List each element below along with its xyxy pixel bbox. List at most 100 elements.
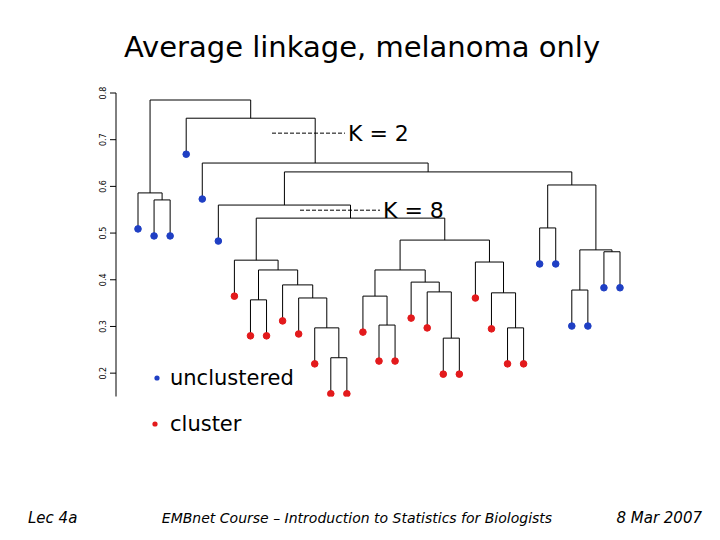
y-axis bbox=[116, 93, 117, 397]
branch bbox=[258, 270, 259, 300]
leaf bbox=[247, 333, 254, 340]
leaf-branch bbox=[298, 298, 299, 334]
leaf bbox=[552, 261, 559, 268]
y-tick bbox=[110, 279, 116, 280]
leaf bbox=[520, 361, 527, 368]
leaf-branch bbox=[330, 358, 331, 394]
branch bbox=[400, 240, 401, 270]
leaf bbox=[408, 315, 415, 322]
branch bbox=[150, 100, 151, 193]
branch bbox=[571, 172, 572, 185]
y-tick bbox=[110, 93, 116, 94]
leaf bbox=[536, 261, 543, 268]
leaf bbox=[295, 331, 302, 338]
leaf bbox=[488, 326, 495, 333]
branch bbox=[284, 172, 285, 205]
branch bbox=[428, 163, 429, 172]
footer-left: Lec 4a bbox=[28, 509, 77, 527]
branch bbox=[515, 293, 516, 328]
leaf-branch bbox=[443, 338, 444, 374]
leaf bbox=[617, 284, 624, 291]
leaf bbox=[215, 238, 222, 245]
leaf bbox=[424, 325, 431, 332]
leaf-branch bbox=[282, 285, 283, 321]
leaf bbox=[376, 358, 383, 365]
y-tick-label: 0.6 bbox=[99, 180, 108, 193]
leaf bbox=[440, 371, 447, 378]
leaf-branch bbox=[362, 296, 363, 332]
leaf-branch bbox=[571, 290, 572, 326]
leaf bbox=[199, 196, 206, 203]
title: Average linkage, melanoma only bbox=[124, 30, 600, 64]
leaf bbox=[151, 233, 158, 240]
leaf-branch bbox=[507, 328, 508, 364]
leaf bbox=[167, 233, 174, 240]
branch bbox=[315, 118, 316, 163]
y-tick bbox=[110, 139, 116, 140]
leaf bbox=[135, 226, 142, 233]
leaf-branch bbox=[475, 262, 476, 298]
y-tick-label: 0.4 bbox=[99, 273, 108, 286]
branch bbox=[444, 218, 445, 240]
leaf-branch bbox=[154, 200, 155, 236]
branch bbox=[312, 285, 313, 298]
leaf bbox=[311, 361, 318, 368]
branch bbox=[595, 185, 596, 250]
cut-line bbox=[272, 133, 345, 134]
slide: Average linkage, melanoma only0.20.30.40… bbox=[0, 0, 720, 540]
leaf-branch bbox=[603, 252, 604, 288]
branch bbox=[278, 260, 279, 270]
leaf-branch bbox=[523, 328, 524, 364]
branch bbox=[338, 328, 339, 358]
branch bbox=[350, 205, 351, 218]
leaf-branch bbox=[346, 358, 347, 394]
leaf-branch bbox=[138, 193, 139, 229]
branch bbox=[579, 250, 580, 290]
branch bbox=[297, 270, 298, 285]
leaf-branch bbox=[218, 205, 219, 241]
leaf bbox=[504, 361, 511, 368]
leaf-branch bbox=[555, 228, 556, 264]
leaf bbox=[328, 390, 335, 396]
y-tick-label: 0.5 bbox=[99, 227, 108, 240]
leaf-branch bbox=[491, 293, 492, 329]
leaf-branch bbox=[234, 260, 235, 296]
branch bbox=[250, 100, 251, 118]
leaf bbox=[601, 284, 608, 291]
leaf-branch bbox=[395, 325, 396, 361]
leaf bbox=[279, 318, 286, 325]
branch bbox=[439, 282, 440, 292]
legend-label: unclustered bbox=[170, 366, 294, 390]
branch bbox=[387, 296, 388, 325]
y-tick bbox=[110, 186, 116, 187]
leaf-branch bbox=[379, 325, 380, 361]
leaf-branch bbox=[250, 300, 251, 336]
leaf bbox=[585, 323, 592, 330]
leaf-branch bbox=[587, 290, 588, 326]
y-tick-label: 0.2 bbox=[99, 367, 108, 380]
branch bbox=[256, 218, 257, 260]
chart: Average linkage, melanoma only0.20.30.40… bbox=[0, 0, 720, 540]
y-tick bbox=[110, 326, 116, 327]
branch bbox=[503, 262, 504, 293]
dendrogram bbox=[135, 100, 624, 396]
leaf-branch bbox=[170, 200, 171, 236]
leaf-branch bbox=[539, 228, 540, 264]
footer-center: EMBnet Course – Introduction to Statisti… bbox=[162, 510, 552, 526]
leaf bbox=[360, 329, 367, 336]
branch bbox=[451, 292, 452, 338]
leaf-branch bbox=[202, 163, 203, 199]
cut-line bbox=[300, 210, 380, 211]
leaf bbox=[183, 151, 190, 158]
branch bbox=[326, 298, 327, 328]
leaf-branch bbox=[314, 328, 315, 364]
y-tick-label: 0.7 bbox=[99, 133, 108, 146]
leaf-branch bbox=[186, 118, 187, 154]
leaf bbox=[472, 295, 479, 302]
branch bbox=[162, 193, 163, 200]
leaf-branch bbox=[427, 292, 428, 328]
y-tick bbox=[110, 233, 116, 234]
leaf bbox=[263, 333, 270, 340]
leaf bbox=[456, 371, 463, 378]
annotation: K = 8 bbox=[383, 198, 444, 223]
